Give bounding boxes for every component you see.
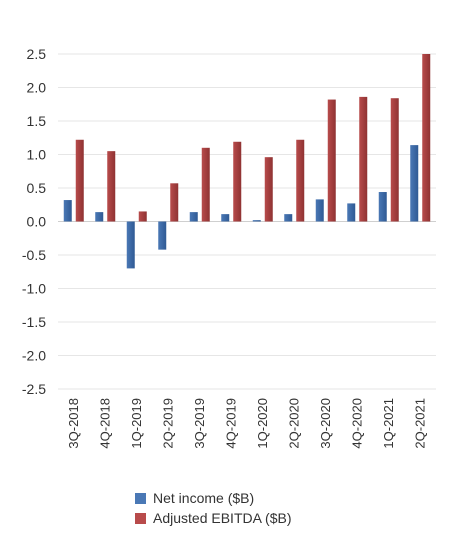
bar-adjusted-ebitda xyxy=(233,141,242,222)
x-tick-label: 1Q-2019 xyxy=(129,398,144,449)
bar-adjusted-ebitda xyxy=(264,157,273,222)
bar-net-income xyxy=(378,192,387,222)
bar-adjusted-ebitda xyxy=(138,211,147,222)
x-tick-label: 3Q-2018 xyxy=(66,398,81,449)
y-tick-label: -0.5 xyxy=(22,247,46,263)
x-tick-label: 4Q-2018 xyxy=(97,398,112,449)
bar-adjusted-ebitda xyxy=(75,139,84,222)
legend-label-net-income: Net income ($B) xyxy=(153,490,255,506)
y-tick-label: -1.0 xyxy=(22,281,46,297)
legend-item-adjusted-ebitda: Adjusted EBITDA ($B) xyxy=(135,508,292,528)
y-tick-label: 1.5 xyxy=(27,113,47,129)
legend-item-net-income: Net income ($B) xyxy=(135,488,292,508)
y-tick-label: 1.0 xyxy=(27,147,47,163)
x-axis-labels: 3Q-2018 4Q-2018 1Q-2019 2Q-2019 3Q-2019 4Q-20… xyxy=(66,398,428,449)
bar-adjusted-ebitda xyxy=(359,96,368,222)
bar-net-income xyxy=(95,212,104,222)
y-tick-label: -2.5 xyxy=(22,381,46,397)
bar-adjusted-ebitda xyxy=(422,54,431,222)
x-tick-label: 1Q-2020 xyxy=(255,398,270,449)
bar-net-income xyxy=(315,199,324,222)
bar-adjusted-ebitda xyxy=(170,183,179,222)
x-tick-label: 2Q-2021 xyxy=(412,398,427,449)
x-tick-label: 3Q-2019 xyxy=(192,398,207,449)
bars xyxy=(63,54,431,269)
y-tick-label: 2.5 xyxy=(27,46,47,62)
bar-net-income xyxy=(347,203,356,222)
x-tick-label: 3Q-2020 xyxy=(318,398,333,449)
x-tick-label: 4Q-2020 xyxy=(349,398,364,449)
bar-adjusted-ebitda xyxy=(327,99,336,222)
legend-swatch-adjusted-ebitda xyxy=(135,512,146,524)
bar-adjusted-ebitda xyxy=(390,98,399,222)
bar-net-income xyxy=(63,200,72,222)
x-tick-label: 2Q-2020 xyxy=(286,398,301,449)
y-axis-labels: 2.5 2.0 1.5 1.0 0.5 0.0 -0.5 -1.0 -1.5 -2.0 -2.5 xyxy=(22,46,46,397)
bar-net-income xyxy=(284,214,293,222)
bar-net-income xyxy=(158,221,167,250)
x-tick-label: 2Q-2019 xyxy=(160,398,175,449)
y-tick-label: 2.0 xyxy=(27,80,47,96)
bar-net-income xyxy=(410,145,419,222)
bar-adjusted-ebitda xyxy=(296,139,305,222)
x-tick-label: 4Q-2019 xyxy=(223,398,238,449)
legend: Net income ($B) Adjusted EBITDA ($B) xyxy=(135,488,292,528)
y-tick-label: 0.5 xyxy=(27,180,47,196)
y-tick-label: -1.5 xyxy=(22,314,46,330)
x-tick-label: 1Q-2021 xyxy=(381,398,396,449)
legend-label-adjusted-ebitda: Adjusted EBITDA ($B) xyxy=(153,510,292,526)
bar-net-income xyxy=(221,214,230,222)
bar-net-income xyxy=(126,221,135,269)
bar-net-income xyxy=(189,212,198,222)
gridlines xyxy=(58,53,436,390)
y-tick-label: 0.0 xyxy=(27,214,47,230)
bar-adjusted-ebitda xyxy=(201,147,210,222)
bar-net-income xyxy=(252,220,261,222)
legend-swatch-net-income xyxy=(135,492,146,504)
bar-adjusted-ebitda xyxy=(107,151,116,222)
y-tick-label: -2.0 xyxy=(22,348,46,364)
